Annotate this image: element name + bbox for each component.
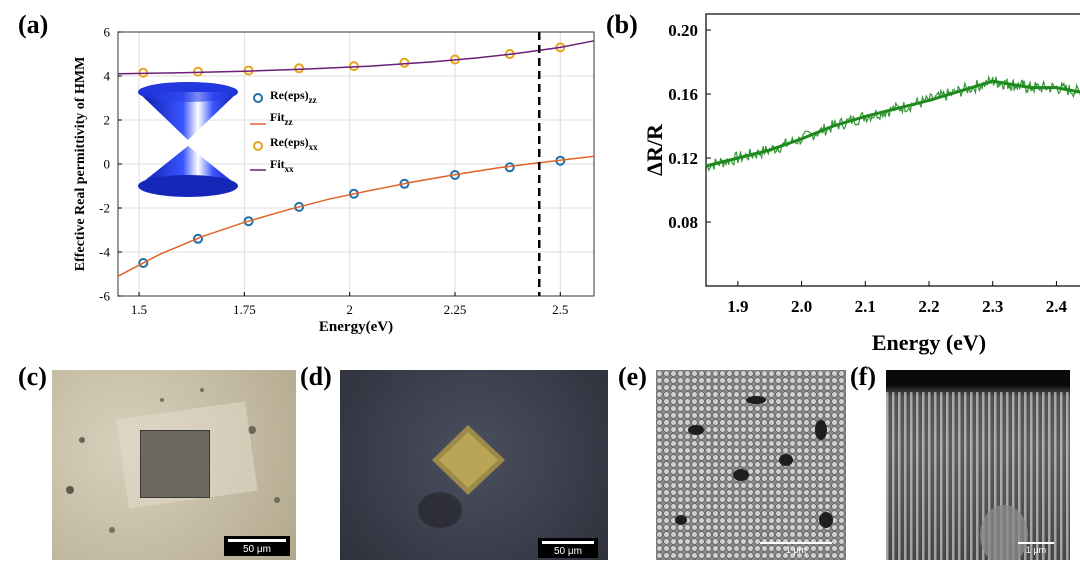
legend-text-fit-xx: Fitxx: [270, 157, 294, 174]
sem-image-e: 1 μm: [656, 370, 846, 560]
x-tick-label-5: 2.4: [1046, 297, 1068, 316]
y-tick-label-6: 6: [104, 25, 111, 40]
y-tick-label-3: 0: [104, 157, 111, 172]
hmm-square-c: [140, 430, 210, 498]
sem-f-nanorods: [886, 392, 1070, 560]
y-tick-label-4: 2: [104, 113, 111, 128]
sem-e-defects: [675, 396, 833, 528]
panel-label-d: (d): [300, 362, 332, 391]
series-0-point-0: [138, 258, 149, 268]
scalebar-c-label: 50 μm: [243, 544, 271, 555]
legend-text-fit-zz: Fitzz: [270, 110, 293, 127]
x-tick-label-3: 2.2: [918, 297, 939, 316]
y-tick-label-0: -6: [99, 289, 110, 304]
x-tick-label-0: 1.9: [727, 297, 748, 316]
scalebar-f-label: 1 μm: [1025, 545, 1047, 555]
x-tick-label-4: 2.5: [552, 302, 568, 317]
series-0-point-2: [243, 216, 254, 227]
x-tick-label-0: 1.5: [131, 302, 147, 317]
series-2-point-3: [294, 63, 305, 74]
y-tick-label-5: 4: [104, 69, 111, 84]
legend-marker-zz: [253, 93, 263, 103]
series-line-0: [705, 79, 1080, 168]
legend-text-re-xx: Re(eps)xx: [270, 135, 318, 152]
legend-text-re-zz: Re(eps)zz: [270, 88, 317, 105]
panel-label-a: (a): [18, 10, 49, 39]
chart-a-ylabel: Effective Real permittivity of HMM: [73, 57, 88, 272]
legend-marker-xx: [253, 141, 263, 151]
y-tick-label-2: -2: [99, 201, 110, 216]
x-tick-label-3: 2.25: [444, 302, 467, 317]
series-line-1: [117, 155, 595, 277]
chart-a-ticks: 1.5 1.75 2 2.25 2.5 -6 -4 -2 0 2 4 6: [99, 25, 568, 317]
chart-a-legend: Re(eps)zz Fitzz Re(eps)xx Fitxx: [250, 88, 318, 174]
series-0-point-1: [193, 233, 204, 244]
micrograph-d: 50 μm: [340, 370, 608, 560]
panel-label-e: (e): [618, 362, 647, 391]
scalebar-f: 1 μm: [1016, 542, 1056, 555]
chart-a-xlabel: Energy(eV): [319, 319, 393, 335]
micrograph-c: 50 μm: [52, 370, 296, 560]
sem-f-overlay: [980, 505, 1028, 560]
x-tick-label-1: 1.75: [233, 302, 256, 317]
chart-b-ticks: 1.92.02.12.22.32.42.50.080.120.160.20: [668, 21, 1068, 316]
panel-label-f: (f): [850, 362, 876, 391]
y-tick-label-1: 0.12: [668, 149, 698, 168]
series-noise-overlay: [705, 74, 1080, 172]
scalebar-d-label: 50 μm: [554, 546, 582, 557]
panel-label-c: (c): [18, 362, 47, 391]
x-tick-label-2: 2.1: [855, 297, 876, 316]
scalebar-d: 50 μm: [538, 538, 598, 558]
cone-inset-icon: [138, 82, 238, 197]
x-tick-label-1: 2.0: [791, 297, 812, 316]
micrograph-d-texture: [418, 425, 505, 528]
scalebar-e-label: 1 μm: [785, 545, 807, 555]
chart-b-ylabel: ΔR/R: [642, 123, 667, 176]
y-tick-label-1: -4: [99, 245, 110, 260]
scalebar-c: 50 μm: [224, 536, 290, 556]
x-tick-label-4: 2.3: [982, 297, 1003, 316]
y-tick-label-2: 0.16: [668, 85, 698, 104]
y-tick-label-3: 0.20: [668, 21, 698, 40]
scalebar-e: 1 μm: [758, 542, 834, 555]
panel-label-b: (b): [606, 10, 638, 39]
sem-image-f: 1 μm: [886, 370, 1070, 560]
chart-b: 1.92.02.12.22.32.42.50.080.120.160.20 En…: [642, 13, 1080, 355]
series-2-point-5: [399, 57, 410, 68]
chart-b-series: [705, 74, 1080, 172]
chart-b-xlabel: Energy (eV): [872, 330, 986, 355]
x-tick-label-2: 2: [346, 302, 353, 317]
chart-a: 1.5 1.75 2 2.25 2.5 -6 -4 -2 0 2 4 6 Re(eps)zz Fitz…: [73, 25, 595, 335]
y-tick-label-0: 0.08: [668, 213, 698, 232]
series-0-point-3: [294, 201, 305, 212]
